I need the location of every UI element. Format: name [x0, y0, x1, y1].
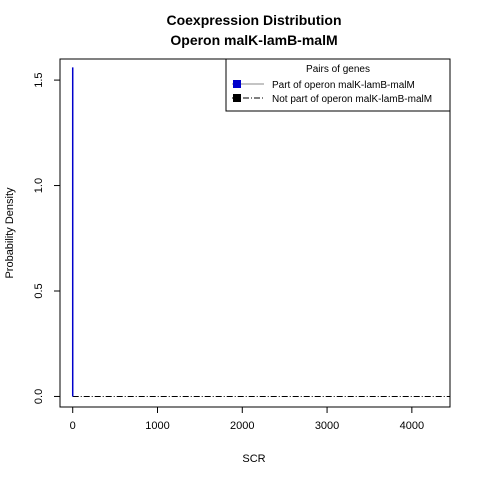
y-tick-label: 0.5: [33, 283, 45, 298]
chart-subtitle: Operon malK-lamB-malM: [170, 32, 337, 48]
x-axis: 0 1000 2000 3000 4000: [70, 407, 424, 432]
y-axis: 0.0 0.5 1.0 1.5: [33, 72, 60, 404]
legend-swatch-not-part: [233, 94, 241, 102]
x-tick-label: 1000: [145, 420, 169, 432]
x-tick-label: 4000: [400, 420, 424, 432]
chart-title: Coexpression Distribution: [166, 12, 341, 28]
legend-label-not-part: Not part of operon malK-lamB-malM: [272, 94, 432, 105]
legend-swatch-part: [233, 80, 241, 88]
y-tick-label: 0.0: [33, 389, 45, 404]
x-tick-label: 3000: [315, 420, 339, 432]
legend-label-part: Part of operon malK-lamB-malM: [272, 80, 415, 91]
legend-box: [225, 58, 451, 112]
x-axis-label: SCR: [242, 453, 265, 465]
x-tick-label: 2000: [230, 420, 254, 432]
x-tick-label: 0: [70, 420, 76, 432]
legend: Pairs of genes Part of operon malK-lamB-…: [225, 58, 451, 112]
legend-title: Pairs of genes: [306, 64, 370, 75]
y-tick-label: 1.0: [33, 178, 45, 193]
y-axis-label: Probability Density: [4, 187, 16, 279]
y-tick-label: 1.5: [33, 72, 45, 87]
series-layer: [71, 67, 450, 397]
